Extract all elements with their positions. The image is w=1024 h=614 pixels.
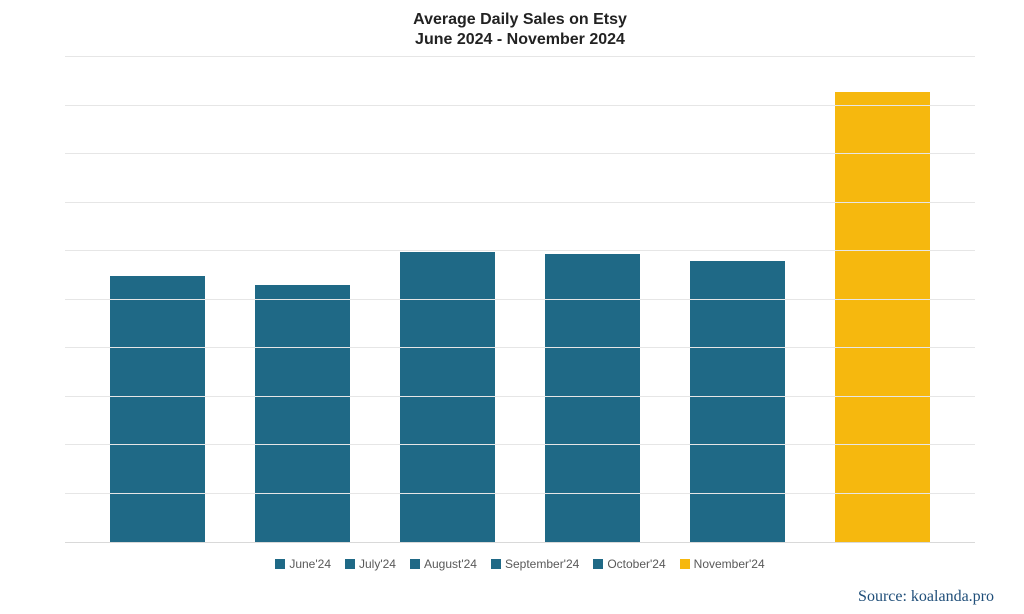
legend-item: November'24 [680, 557, 765, 571]
bar-slot [375, 58, 520, 542]
chart-container: Average Daily Sales on Etsy June 2024 - … [65, 10, 975, 605]
legend-label: July'24 [359, 557, 396, 571]
gridline [65, 56, 975, 57]
bar-slot [85, 58, 230, 542]
chart-title: Average Daily Sales on Etsy June 2024 - … [65, 10, 975, 50]
bar-slot [520, 58, 665, 542]
legend-label: September'24 [505, 557, 579, 571]
gridline [65, 153, 975, 154]
gridline [65, 347, 975, 348]
legend-swatch [491, 559, 501, 569]
legend-swatch [410, 559, 420, 569]
chart-title-line1: Average Daily Sales on Etsy [65, 10, 975, 30]
gridline [65, 250, 975, 251]
chart-title-line2: June 2024 - November 2024 [65, 30, 975, 50]
source-text: koalanda.pro [911, 588, 994, 605]
gridline [65, 493, 975, 494]
bar [110, 276, 206, 542]
legend-item: September'24 [491, 557, 579, 571]
legend-item: October'24 [593, 557, 665, 571]
bar [835, 92, 931, 542]
legend-item: August'24 [410, 557, 477, 571]
bar-slot [230, 58, 375, 542]
bar-slot [810, 58, 955, 542]
legend-item: June'24 [275, 557, 331, 571]
legend-label: August'24 [424, 557, 477, 571]
source-prefix: Source: [858, 588, 911, 605]
gridline [65, 444, 975, 445]
bar [690, 261, 786, 542]
legend: June'24 July'24 August'24 September'24 Octob… [65, 557, 975, 571]
bars-group [65, 58, 975, 542]
legend-swatch [680, 559, 690, 569]
plot-area [65, 58, 975, 543]
legend-swatch [593, 559, 603, 569]
bar [545, 254, 641, 542]
gridline [65, 202, 975, 203]
legend-label: June'24 [289, 557, 331, 571]
legend-label: October'24 [607, 557, 665, 571]
legend-swatch [275, 559, 285, 569]
gridline [65, 396, 975, 397]
gridline [65, 105, 975, 106]
bar [255, 285, 351, 542]
legend-item: July'24 [345, 557, 396, 571]
gridline [65, 299, 975, 300]
source-attribution: Source: koalanda.pro [858, 588, 994, 606]
bar-slot [665, 58, 810, 542]
legend-swatch [345, 559, 355, 569]
legend-label: November'24 [694, 557, 765, 571]
bar [400, 252, 496, 542]
